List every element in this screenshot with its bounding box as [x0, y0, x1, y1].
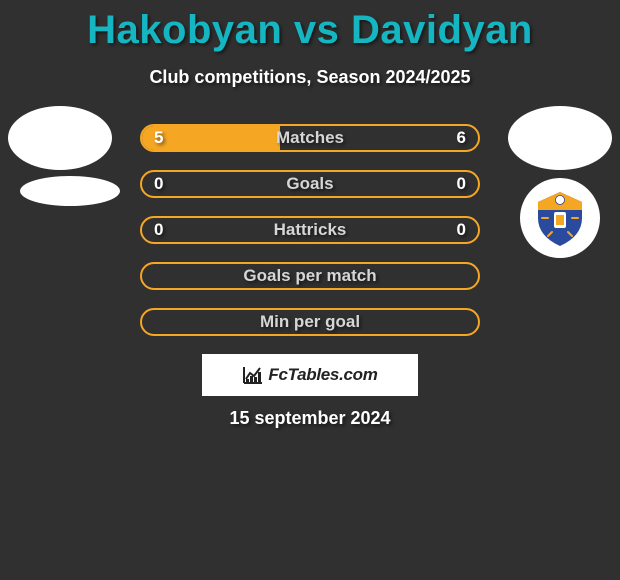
- page-title: Hakobyan vs Davidyan: [0, 0, 620, 53]
- subtitle: Club competitions, Season 2024/2025: [0, 67, 620, 88]
- player-left-avatar-shadow: [20, 176, 120, 206]
- stat-value-right: 6: [457, 128, 466, 148]
- stat-row-goals-per-match: Goals per match: [140, 262, 480, 290]
- stat-row-goals: 0 Goals 0: [140, 170, 480, 198]
- stat-label: Goals: [286, 174, 333, 194]
- stat-row-min-per-goal: Min per goal: [140, 308, 480, 336]
- stat-label: Matches: [276, 128, 344, 148]
- stat-value-left: 5: [154, 128, 163, 148]
- date-text: 15 september 2024: [0, 408, 620, 429]
- stat-value-right: 0: [457, 220, 466, 240]
- stat-value-left: 0: [154, 220, 163, 240]
- stat-value-left: 0: [154, 174, 163, 194]
- player-right-avatar: [508, 106, 612, 170]
- stats-container: 5 Matches 6 0 Goals 0 0 Hattricks 0 Goal…: [140, 124, 480, 354]
- stat-value-right: 0: [457, 174, 466, 194]
- stat-label: Hattricks: [274, 220, 347, 240]
- brand-logo-box: FcTables.com: [202, 354, 418, 396]
- chart-icon: [242, 365, 264, 385]
- stat-label: Min per goal: [260, 312, 360, 332]
- brand-text: FcTables.com: [268, 365, 377, 385]
- stat-row-matches: 5 Matches 6: [140, 124, 480, 152]
- stat-label: Goals per match: [243, 266, 376, 286]
- shield-icon: [530, 188, 590, 248]
- player-left-avatar: [8, 106, 112, 170]
- stat-row-hattricks: 0 Hattricks 0: [140, 216, 480, 244]
- club-badge-right: [520, 178, 600, 258]
